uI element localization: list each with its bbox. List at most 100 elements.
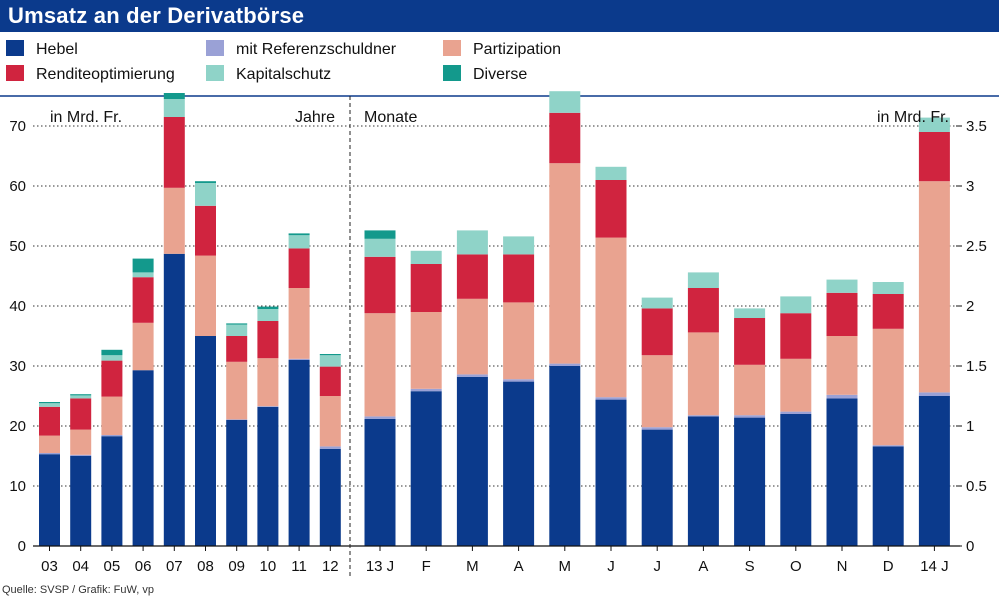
bar-segment-renditeoptimierung-monate-3: [503, 254, 535, 303]
bar-segment-diverse-jahre-6: [226, 323, 248, 325]
bar-segment-partizipation-jahre-1: [70, 429, 92, 455]
bar-segment-diverse-jahre-4: [163, 93, 185, 99]
legend-swatch-hebel: [6, 40, 24, 56]
bar-segment-partizipation-jahre-3: [132, 322, 154, 371]
legend-item-hebel: Hebel: [6, 39, 78, 61]
bar-segment-mit-referenzschuldner-jahre-2: [101, 435, 123, 437]
right-unit-label: in Mrd. Fr.: [877, 109, 949, 126]
x-tick-label: M: [559, 558, 572, 575]
bar-segment-hebel-monate-6: [641, 429, 673, 546]
bar-segment-hebel-jahre-9: [319, 448, 341, 546]
x-tick-label: 06: [135, 558, 152, 575]
bar-segment-kapitalschutz-jahre-4: [163, 99, 185, 117]
bar-segment-kapitalschutz-jahre-2: [101, 355, 123, 361]
x-tick-label: O: [790, 558, 802, 575]
bar-segment-kapitalschutz-jahre-3: [132, 272, 154, 278]
bar-segment-kapitalschutz-jahre-7: [257, 309, 279, 321]
bar-segment-renditeoptimierung-jahre-1: [70, 398, 92, 430]
bar-segment-hebel-monate-10: [826, 398, 858, 546]
bar-segment-partizipation-monate-11: [872, 328, 904, 446]
y-tick-right: 2: [966, 298, 974, 315]
bar-segment-hebel-jahre-3: [132, 370, 154, 546]
x-tick-label: 10: [260, 558, 277, 575]
bar-segment-kapitalschutz-monate-2: [456, 230, 488, 255]
bar-segment-kapitalschutz-jahre-0: [39, 403, 60, 407]
bar-segment-partizipation-monate-7: [687, 332, 719, 416]
y-tick-right: 2.5: [966, 238, 987, 255]
legend-item-kapitalschutz: Kapitalschutz: [206, 64, 331, 86]
bar-segment-mit-referenzschuldner-jahre-0: [39, 453, 60, 455]
y-tick-left: 40: [9, 298, 26, 315]
bar-segment-mit-referenzschuldner-monate-8: [734, 415, 766, 418]
bar-segment-partizipation-monate-10: [826, 336, 858, 395]
bar-segment-hebel-monate-1: [410, 391, 442, 546]
y-tick-right: 0.5: [966, 478, 987, 495]
bar-segment-kapitalschutz-monate-0: [364, 238, 396, 257]
x-tick-label: 11: [291, 558, 307, 575]
legend-label-partizipation: Partizipation: [473, 41, 562, 58]
bar-segment-hebel-jahre-0: [39, 454, 60, 546]
bar-segment-diverse-jahre-8: [288, 233, 310, 236]
bar-segment-renditeoptimierung-monate-6: [641, 308, 673, 356]
y-tick-left: 30: [9, 358, 26, 375]
bar-segment-partizipation-monate-2: [456, 298, 488, 375]
x-tick-label: 14 J: [920, 558, 948, 575]
bar-segment-mit-referenzschuldner-jahre-9: [319, 446, 341, 449]
bar-segment-kapitalschutz-monate-1: [410, 250, 442, 264]
source-note: Quelle: SVSP / Grafik: FuW, vp: [2, 584, 155, 596]
months-label: Monate: [364, 109, 417, 126]
bar-segment-renditeoptimierung-monate-12: [918, 132, 950, 182]
bar-segment-renditeoptimierung-jahre-3: [132, 277, 154, 323]
legend-swatch-kapitalschutz: [206, 65, 224, 81]
bar-segment-hebel-monate-12: [918, 396, 950, 546]
bar-segment-diverse-jahre-7: [257, 306, 279, 309]
y-tick-right: 3.5: [966, 118, 987, 135]
bar-segment-renditeoptimierung-monate-2: [456, 254, 488, 299]
x-tick-label: 08: [197, 558, 214, 575]
bar-segment-partizipation-monate-6: [641, 355, 673, 428]
bar-segment-hebel-monate-5: [595, 399, 627, 546]
bar-segment-partizipation-jahre-2: [101, 396, 123, 435]
bar-segment-partizipation-monate-3: [503, 302, 535, 380]
bar-segment-kapitalschutz-jahre-6: [226, 324, 248, 336]
legend-label-hebel: Hebel: [36, 41, 78, 58]
bar-segment-mit-referenzschuldner-monate-11: [872, 445, 904, 447]
bar-segment-mit-referenzschuldner-monate-7: [687, 415, 719, 417]
bar-segment-mit-referenzschuldner-monate-0: [364, 416, 396, 419]
bar-segment-hebel-monate-7: [687, 416, 719, 546]
bar-segment-mit-referenzschuldner-monate-5: [595, 397, 627, 400]
bar-segment-diverse-jahre-9: [319, 354, 341, 356]
x-tick-label: D: [883, 558, 894, 575]
bar-segment-diverse-monate-0: [364, 230, 396, 239]
bar-segment-partizipation-monate-4: [549, 163, 581, 364]
bar-segment-renditeoptimierung-jahre-5: [195, 205, 216, 256]
bar-segment-mit-referenzschuldner-jahre-8: [288, 358, 310, 360]
bar-segment-mit-referenzschuldner-monate-3: [503, 379, 535, 382]
bar-segment-hebel-jahre-1: [70, 456, 92, 546]
legend-item-diverse: Diverse: [443, 64, 527, 86]
bar-segment-renditeoptimierung-jahre-4: [163, 117, 185, 188]
bar-segment-renditeoptimierung-monate-11: [872, 294, 904, 329]
bar-segment-kapitalschutz-monate-12: [918, 117, 950, 132]
bar-segment-renditeoptimierung-monate-1: [410, 264, 442, 312]
left-unit-label: in Mrd. Fr.: [50, 109, 122, 126]
bar-segment-kapitalschutz-jahre-5: [195, 183, 216, 206]
chart-title: Umsatz an der Derivatbörse: [8, 3, 305, 28]
bar-segment-renditeoptimierung-monate-4: [549, 112, 581, 164]
x-tick-label: 04: [72, 558, 89, 575]
legend-swatch-partizipation: [443, 40, 461, 56]
bar-segment-hebel-monate-8: [734, 417, 766, 546]
bar-segment-kapitalschutz-monate-10: [826, 279, 858, 293]
bar-segment-partizipation-monate-5: [595, 237, 627, 398]
bar-segment-hebel-jahre-2: [101, 436, 123, 546]
bar-segment-partizipation-jahre-5: [195, 255, 216, 336]
bar-segment-renditeoptimierung-jahre-0: [39, 406, 60, 436]
bar-segment-partizipation-monate-8: [734, 364, 766, 416]
bar-segment-renditeoptimierung-monate-9: [780, 313, 812, 359]
bar-segment-mit-referenzschuldner-jahre-1: [70, 454, 92, 456]
legend-label-referenzschuldner: mit Referenzschuldner: [236, 41, 397, 58]
y-tick-left: 50: [9, 238, 26, 255]
bar-segment-partizipation-monate-1: [410, 312, 442, 389]
bar-segment-mit-referenzschuldner-monate-12: [918, 392, 950, 396]
bar-segment-diverse-jahre-5: [195, 181, 216, 183]
